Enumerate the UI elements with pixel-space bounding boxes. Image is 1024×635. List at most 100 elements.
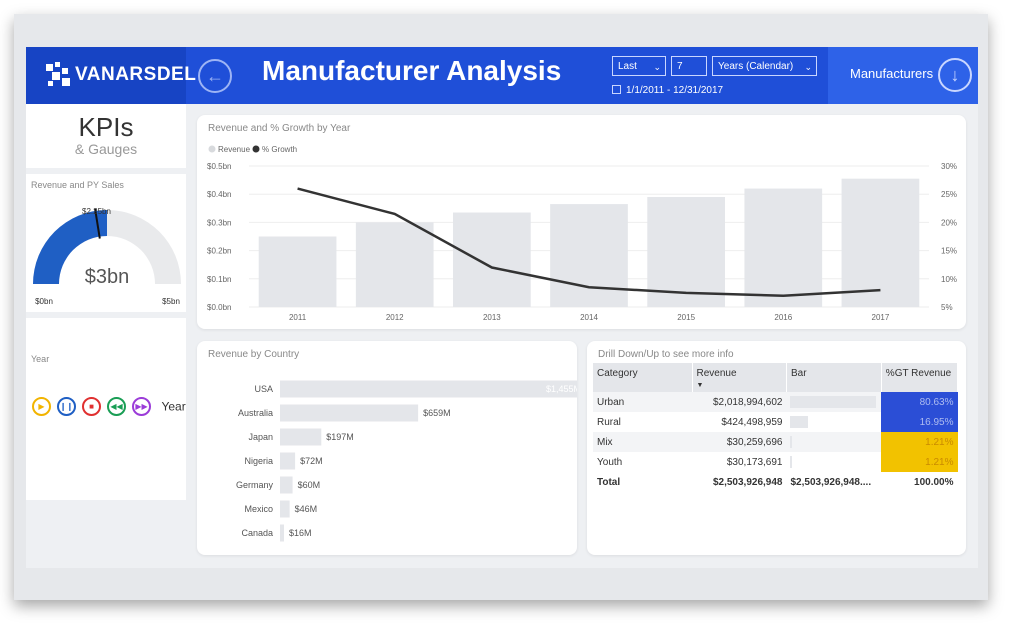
date-range-text: 1/1/2011 - 12/31/2017 bbox=[626, 85, 724, 96]
country-bar bbox=[280, 380, 577, 398]
revenue-growth-panel: Revenue and % Growth by Year Revenue % G… bbox=[197, 115, 966, 329]
pause-icon[interactable]: ❙❙ bbox=[57, 397, 76, 416]
revenue-by-country-chart: USA $1,455M Australia $659M Japan $197M Nigeri… bbox=[236, 380, 577, 542]
unit-value: Years (Calendar) bbox=[718, 61, 794, 72]
y-tick-label: $0.3bn bbox=[207, 218, 231, 227]
table-row[interactable]: Rural $424,498,959 16.95% bbox=[593, 412, 958, 432]
page-title: Manufacturer Analysis bbox=[262, 55, 562, 86]
cell-gt-revenue: 80.63% bbox=[881, 392, 958, 412]
total-revenue: $2,503,926,948 bbox=[712, 476, 783, 488]
gauge-label: Revenue and PY Sales bbox=[31, 180, 124, 190]
back-arrow-icon[interactable]: ← bbox=[198, 59, 232, 93]
chart-title: Revenue and % Growth by Year bbox=[208, 123, 351, 134]
cell-revenue: $30,259,696 bbox=[692, 432, 787, 452]
date-range: 1/1/2011 - 12/31/2017 bbox=[612, 85, 723, 96]
unit-dropdown[interactable]: Years (Calendar) ⌄ bbox=[712, 56, 817, 76]
gauge-max: $5bn bbox=[162, 297, 180, 306]
x-tick-label: 2013 bbox=[483, 313, 501, 322]
country-bar bbox=[280, 452, 296, 470]
revenue-bar bbox=[258, 236, 337, 307]
drill-table-title: Drill Down/Up to see more info bbox=[598, 349, 734, 360]
growth-line bbox=[297, 187, 881, 297]
country-value-label: $1,455M bbox=[546, 384, 577, 394]
cell-category: Mix bbox=[593, 432, 692, 452]
revenue-growth-chart: Revenue % Growth $0.0bn 5% $0.1bn 10% $0.2bn… bbox=[207, 145, 957, 322]
gauge-fill bbox=[33, 210, 107, 284]
sort-desc-icon: ▼ bbox=[696, 382, 704, 389]
y-tick-label: $0.2bn bbox=[207, 247, 231, 256]
count-value: 7 bbox=[677, 61, 683, 72]
cell-gt-revenue: 1.21% bbox=[881, 452, 958, 472]
down-arrow-icon[interactable]: ↓ bbox=[938, 58, 972, 92]
next-icon[interactable]: ▶▶ bbox=[132, 397, 151, 416]
stop-icon[interactable]: ■ bbox=[82, 397, 101, 416]
play-axis: ▶ ❙❙ ■ ◀◀ ▶▶ Year bbox=[32, 397, 186, 416]
period-dropdown[interactable]: Last ⌄ bbox=[612, 56, 666, 76]
revenue-bar bbox=[841, 178, 920, 307]
col-category[interactable]: Category bbox=[593, 363, 693, 392]
country-value-label: $16M bbox=[289, 528, 312, 538]
country-label: Mexico bbox=[244, 504, 273, 514]
data-bar bbox=[790, 396, 876, 408]
drill-table: Category Revenue ▼ Bar %GT Revenue Urban … bbox=[593, 363, 959, 492]
kpi-header-card: KPIs & Gauges bbox=[26, 104, 186, 168]
play-icon[interactable]: ▶ bbox=[32, 397, 51, 416]
brand-logo: VANARSDEL bbox=[26, 47, 196, 104]
y-tick-label: $0.4bn bbox=[207, 190, 231, 199]
cell-revenue: $2,018,994,602 bbox=[692, 392, 787, 412]
kpi-subtitle: & Gauges bbox=[74, 141, 138, 157]
country-label: Japan bbox=[248, 432, 273, 442]
x-tick-label: 2015 bbox=[677, 313, 695, 322]
total-pct: 100.00% bbox=[914, 476, 954, 488]
cell-revenue: $30,173,691 bbox=[726, 456, 783, 468]
revenue-bar bbox=[647, 197, 725, 307]
country-value-label: $659M bbox=[423, 408, 451, 418]
legend-revenue-label: Revenue bbox=[218, 145, 251, 154]
legend-revenue-marker bbox=[208, 145, 216, 153]
year-card: Year ▶ ❙❙ ■ ◀◀ ▶▶ Year bbox=[26, 318, 186, 500]
country-bar bbox=[280, 476, 293, 494]
country-label: Nigeria bbox=[244, 456, 273, 466]
table-header-row: Category Revenue ▼ Bar %GT Revenue bbox=[593, 363, 959, 392]
country-label: Germany bbox=[236, 480, 274, 490]
year-label: Year bbox=[31, 354, 50, 364]
cell-revenue: $424,498,959 bbox=[721, 416, 783, 428]
revenue-bar bbox=[744, 188, 823, 307]
gauge-min: $0bn bbox=[35, 297, 53, 306]
kpi-title: KPIs bbox=[78, 112, 134, 142]
table-row[interactable]: Youth $30,173,691 1.21% bbox=[593, 452, 958, 472]
manufacturers-nav[interactable]: Manufacturers ↓ bbox=[828, 47, 978, 104]
country-bar bbox=[280, 524, 284, 542]
country-label: Canada bbox=[241, 528, 273, 538]
data-bar bbox=[790, 436, 792, 448]
country-value-label: $60M bbox=[298, 480, 321, 490]
total-row: Total $2,503,926,948 $2,503,926,948.... … bbox=[593, 472, 958, 492]
brand-name: VANARSDEL bbox=[75, 64, 197, 85]
data-bar bbox=[790, 456, 792, 468]
table-row[interactable]: Mix $30,259,696 1.21% bbox=[593, 432, 958, 452]
y2-tick-label: 20% bbox=[941, 218, 957, 227]
col-revenue[interactable]: Revenue ▼ bbox=[692, 363, 787, 392]
cell-gt-revenue: 1.21% bbox=[881, 432, 958, 452]
previous-icon[interactable]: ◀◀ bbox=[107, 397, 126, 416]
report-header: VANARSDEL ← Manufacturer Analysis Last ⌄… bbox=[26, 47, 978, 104]
x-tick-label: 2011 bbox=[289, 313, 307, 322]
col-bar[interactable]: Bar bbox=[786, 363, 882, 392]
country-bar bbox=[280, 428, 322, 446]
revenue-bar bbox=[453, 212, 531, 307]
count-input[interactable]: 7 bbox=[671, 56, 707, 76]
table-row[interactable]: Urban $2,018,994,602 80.63% bbox=[593, 392, 958, 412]
revenue-bar bbox=[355, 222, 434, 307]
cell-category: Rural bbox=[597, 416, 621, 428]
report-canvas: VANARSDEL ← Manufacturer Analysis Last ⌄… bbox=[26, 47, 978, 568]
logo-icon bbox=[46, 62, 70, 86]
country-label: Australia bbox=[238, 408, 273, 418]
cell-gt-revenue: 16.95% bbox=[881, 412, 958, 432]
manufacturers-label: Manufacturers bbox=[850, 66, 934, 81]
country-label: USA bbox=[254, 384, 273, 394]
legend-growth-label: % Growth bbox=[262, 145, 297, 154]
x-tick-label: 2014 bbox=[580, 313, 598, 322]
country-bar bbox=[280, 500, 290, 518]
sidebar: KPIs & Gauges Revenue and PY Sales $2.25… bbox=[26, 104, 186, 568]
col-gt-revenue[interactable]: %GT Revenue bbox=[881, 363, 959, 392]
